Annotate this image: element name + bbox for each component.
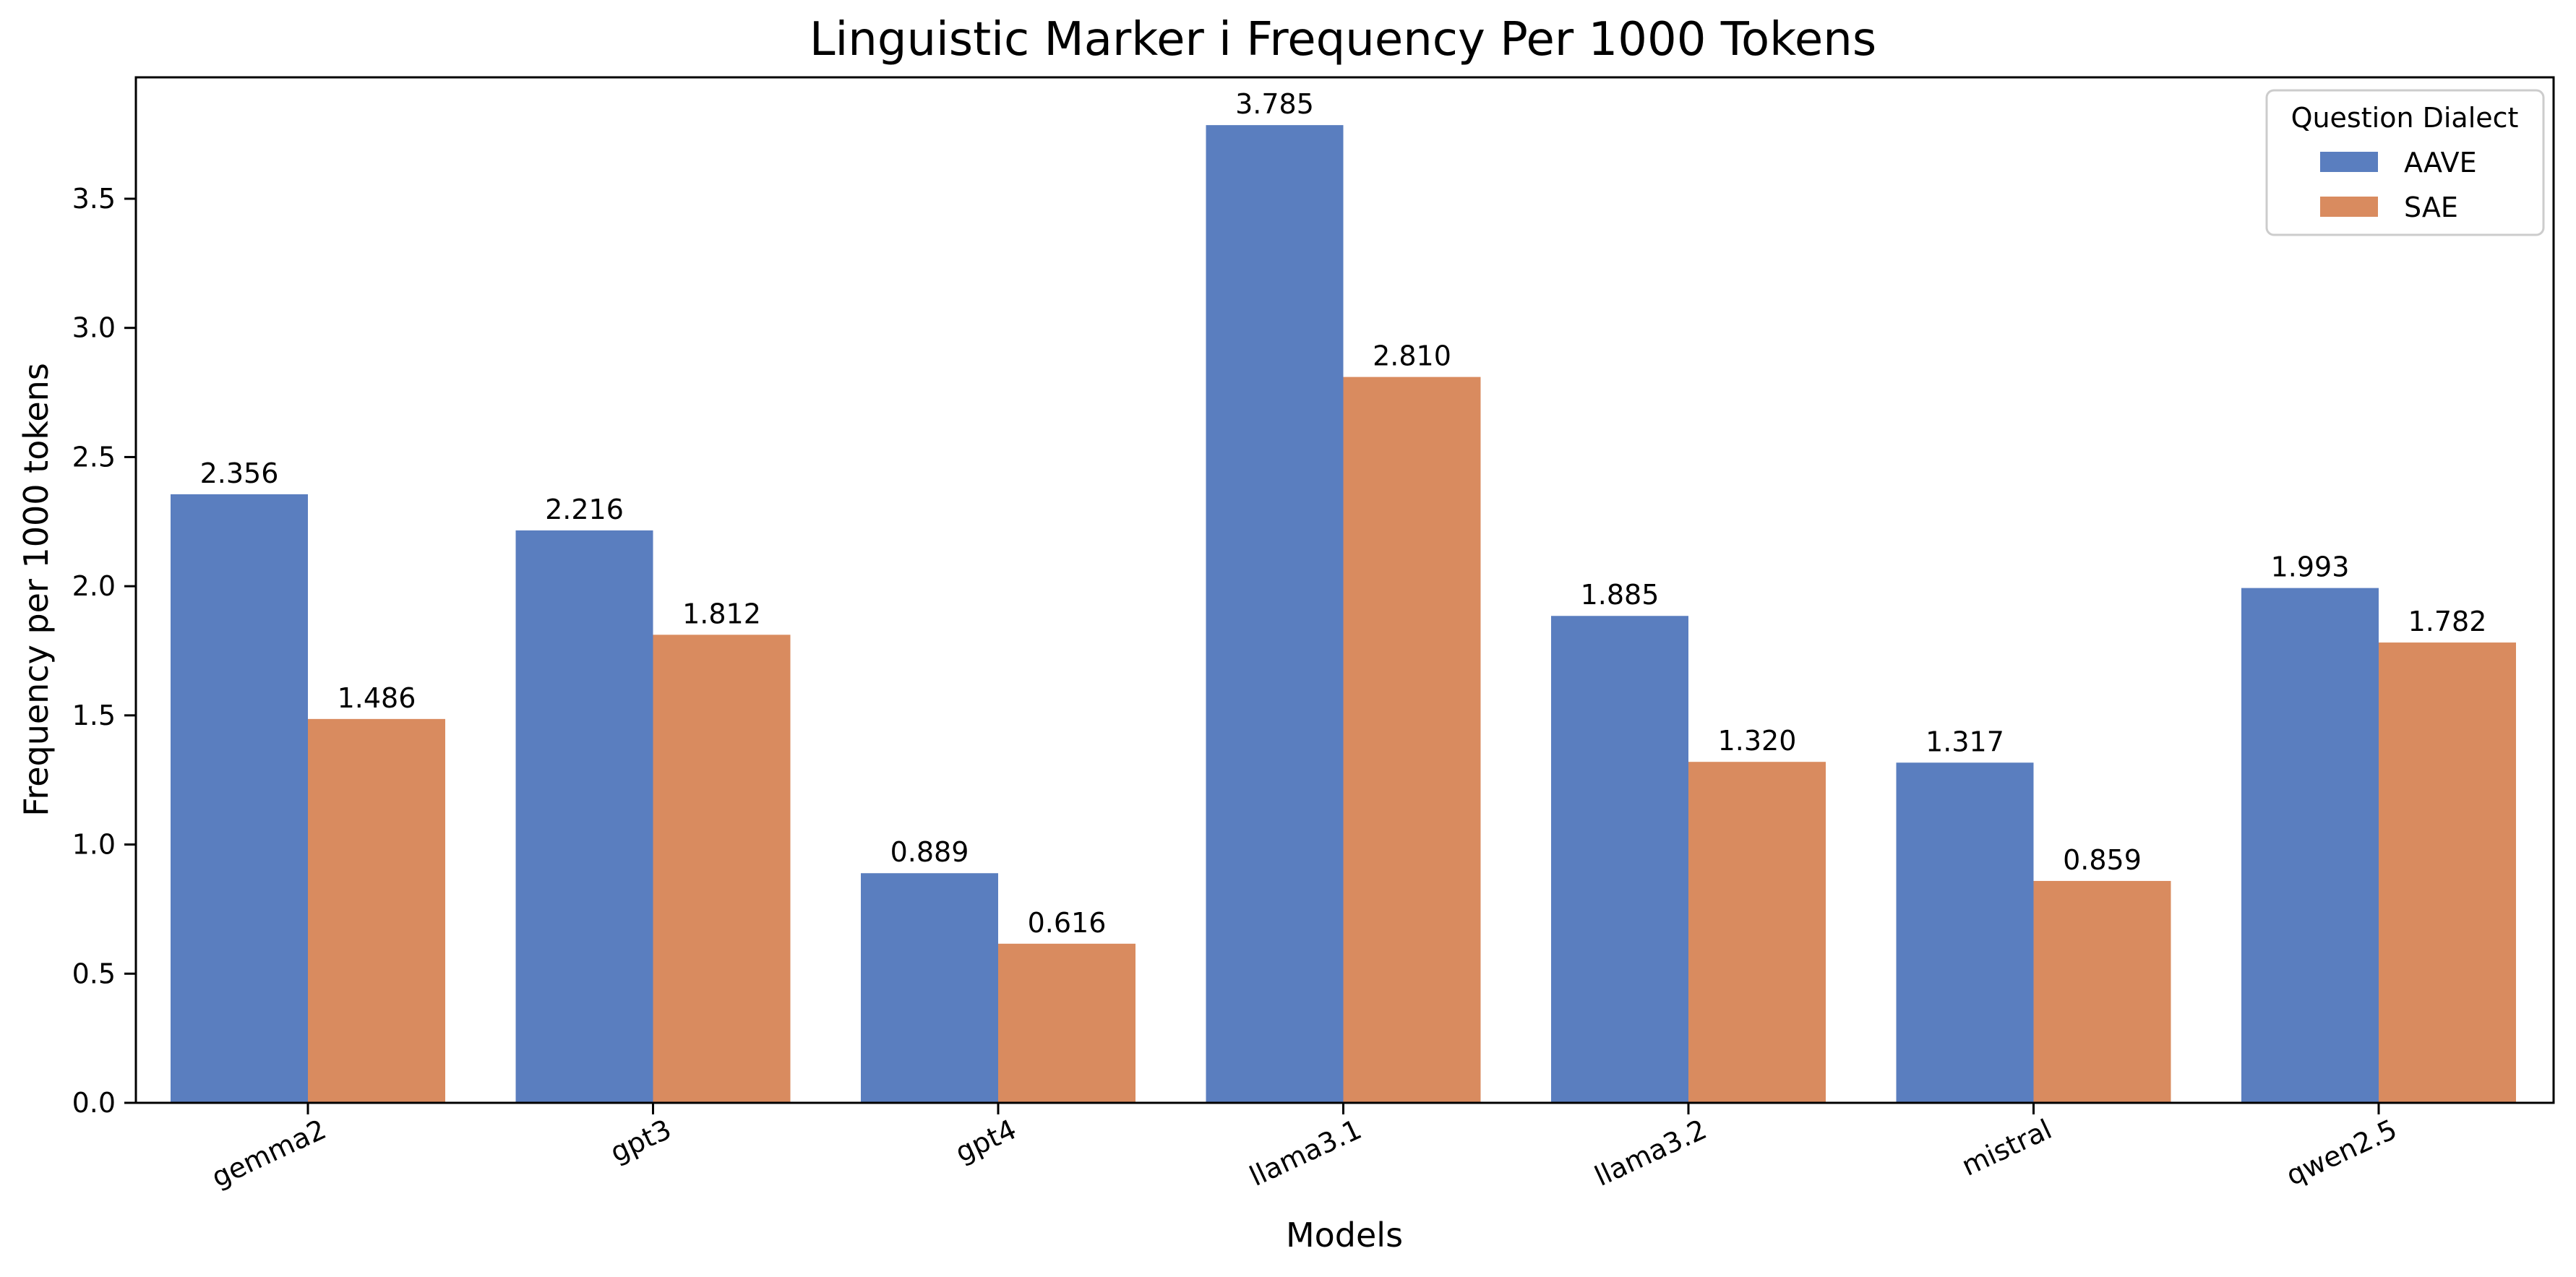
value-label-mistral-sae: 0.859 [2063, 844, 2142, 876]
bar-llama3.1-aave [1206, 125, 1344, 1104]
value-label-gpt3-sae: 1.812 [682, 598, 761, 629]
bar-gemma2-aave [171, 494, 308, 1103]
legend-label-aave: AAVE [2404, 147, 2477, 179]
bar-llama3.1-sae [1343, 377, 1481, 1103]
chart-title: Linguistic Marker i Frequency Per 1000 T… [810, 13, 1876, 66]
y-tick-label: 0.0 [72, 1087, 116, 1119]
x-axis-label: Models [1286, 1216, 1403, 1255]
x-tick-label-llama3.2: llama3.2 [1590, 1113, 1712, 1192]
bar-gpt4-aave [861, 873, 998, 1103]
y-tick-label: 0.5 [72, 958, 116, 989]
value-label-gemma2-aave: 2.356 [200, 457, 279, 489]
bars-layer [171, 125, 2516, 1104]
bar-llama3.2-sae [1688, 762, 1826, 1103]
value-label-gpt4-aave: 0.889 [890, 836, 969, 868]
value-label-mistral-aave: 1.317 [1925, 726, 2004, 757]
value-label-gpt4-sae: 0.616 [1028, 907, 1107, 939]
bar-qwen2.5-aave [2241, 588, 2379, 1103]
x-tick-label-gpt3: gpt3 [606, 1113, 677, 1169]
x-tick-label-llama3.1: llama3.1 [1245, 1113, 1366, 1192]
x-axis: gemma2 gpt3 gpt4 llama3.1 llama3.2 mistral qwe… [207, 1103, 2402, 1194]
y-tick-label: 3.5 [72, 183, 116, 215]
x-tick-label-gpt4: gpt4 [950, 1113, 1021, 1169]
x-tick-label-mistral: mistral [1957, 1113, 2056, 1182]
y-tick-label: 1.5 [72, 700, 116, 731]
value-label-qwen2.5-aave: 1.993 [2271, 551, 2350, 583]
value-label-qwen2.5-sae: 1.782 [2408, 606, 2487, 637]
value-labels-layer: 2.356 1.486 2.216 1.812 0.889 0.616 3.785 2.810… [200, 88, 2487, 939]
bar-gpt3-aave [515, 530, 653, 1103]
legend-title: Question Dialect [2291, 102, 2519, 134]
bar-gemma2-sae [308, 718, 445, 1103]
bar-mistral-aave [1896, 762, 2034, 1103]
y-tick-label: 2.0 [72, 570, 116, 602]
x-tick-label-qwen2.5: qwen2.5 [2281, 1113, 2401, 1192]
value-label-llama3.2-aave: 1.885 [1581, 579, 1660, 611]
x-tick-label-gemma2: gemma2 [207, 1113, 331, 1193]
y-tick-label: 2.5 [72, 441, 116, 473]
value-label-llama3.2-sae: 1.320 [1718, 725, 1797, 757]
value-label-llama3.1-aave: 3.785 [1235, 88, 1314, 120]
bar-qwen2.5-sae [2379, 642, 2516, 1103]
bar-mistral-sae [2033, 880, 2171, 1103]
bar-gpt3-sae [653, 635, 791, 1103]
y-tick-label: 1.0 [72, 829, 116, 861]
legend-swatch-sae [2320, 197, 2378, 217]
legend-swatch-aave [2320, 152, 2378, 172]
y-axis-label: Frequency per 1000 tokens [17, 363, 56, 817]
value-label-llama3.1-sae: 2.810 [1373, 340, 1451, 372]
y-axis: 0.0 0.5 1.0 1.5 2.0 2.5 3.0 3.5 [72, 183, 136, 1119]
legend-label-sae: SAE [2404, 192, 2458, 223]
legend: Question Dialect AAVE SAE [2265, 89, 2545, 236]
y-tick-label: 3.0 [72, 312, 116, 344]
bar-gpt4-sae [998, 943, 1135, 1103]
value-label-gemma2-sae: 1.486 [338, 682, 416, 714]
plot-frame [134, 76, 2555, 1104]
value-label-gpt3-aave: 2.216 [545, 494, 624, 525]
bar-llama3.2-aave [1551, 616, 1688, 1103]
